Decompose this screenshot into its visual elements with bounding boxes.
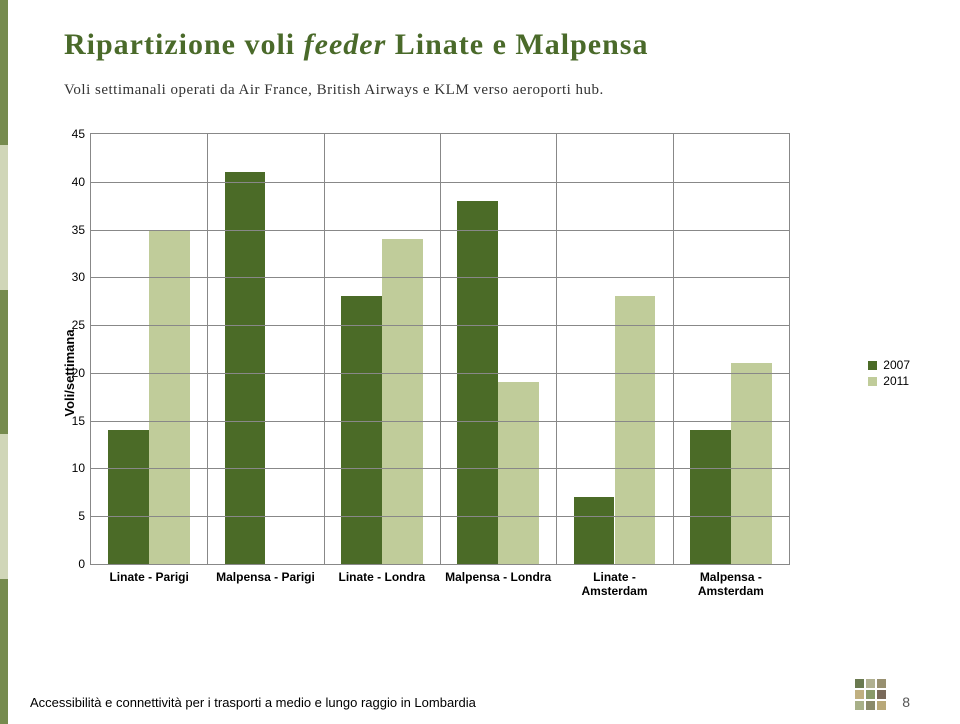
title-part1: Ripartizione voli (64, 28, 304, 61)
legend: 2007 2011 (868, 356, 910, 390)
y-tick-label: 25 (72, 318, 85, 332)
chart-container: Voli/settimana 051015202530354045Linate … (64, 133, 910, 613)
x-tick-label: Malpensa - Londra (443, 570, 553, 584)
legend-swatch (868, 361, 877, 370)
bar (731, 363, 772, 564)
y-tick-label: 10 (72, 461, 85, 475)
legend-label: 2011 (883, 374, 909, 388)
y-tick-label: 40 (72, 175, 85, 189)
bar (108, 430, 149, 564)
y-tick-label: 30 (72, 270, 85, 284)
legend-item: 2007 (868, 358, 910, 372)
left-accent-stripe (0, 0, 8, 724)
bar (574, 497, 615, 564)
y-tick-label: 15 (72, 414, 85, 428)
footer-text: Accessibilità e connettività per i trasp… (30, 695, 476, 710)
legend-label: 2007 (883, 358, 910, 372)
legend-item: 2011 (868, 374, 910, 388)
grid-vertical (673, 134, 674, 564)
y-tick-label: 5 (78, 509, 85, 523)
x-tick-label: Linate - Amsterdam (560, 570, 670, 598)
grid-vertical (207, 134, 208, 564)
legend-swatch (868, 377, 877, 386)
x-tick-label: Linate - Londra (327, 570, 437, 584)
bar (149, 230, 190, 564)
y-tick-label: 35 (72, 223, 85, 237)
grid-vertical (324, 134, 325, 564)
bar (615, 296, 656, 564)
bar (498, 382, 539, 564)
y-tick-label: 0 (78, 557, 85, 571)
grid-vertical (556, 134, 557, 564)
title-part2: Linate e Malpensa (386, 28, 648, 61)
bar (225, 172, 266, 564)
footer: Accessibilità e connettività per i trasp… (30, 679, 910, 710)
footer-logo (855, 679, 886, 710)
x-tick-label: Linate - Parigi (94, 570, 204, 584)
page-title: Ripartizione voli feeder Linate e Malpen… (64, 28, 910, 62)
title-emph: feeder (304, 28, 387, 61)
plot-area: 051015202530354045Linate - ParigiMalpens… (90, 133, 790, 565)
bar (457, 201, 498, 564)
x-tick-label: Malpensa - Amsterdam (676, 570, 786, 598)
page-content: Ripartizione voli feeder Linate e Malpen… (64, 28, 910, 694)
y-tick-label: 45 (72, 127, 85, 141)
bar (341, 296, 382, 564)
grid-vertical (440, 134, 441, 564)
bar (690, 430, 731, 564)
y-tick-label: 20 (72, 366, 85, 380)
page-number: 8 (902, 694, 910, 710)
subtitle: Voli settimanali operati da Air France, … (64, 82, 910, 99)
x-tick-label: Malpensa - Parigi (211, 570, 321, 584)
